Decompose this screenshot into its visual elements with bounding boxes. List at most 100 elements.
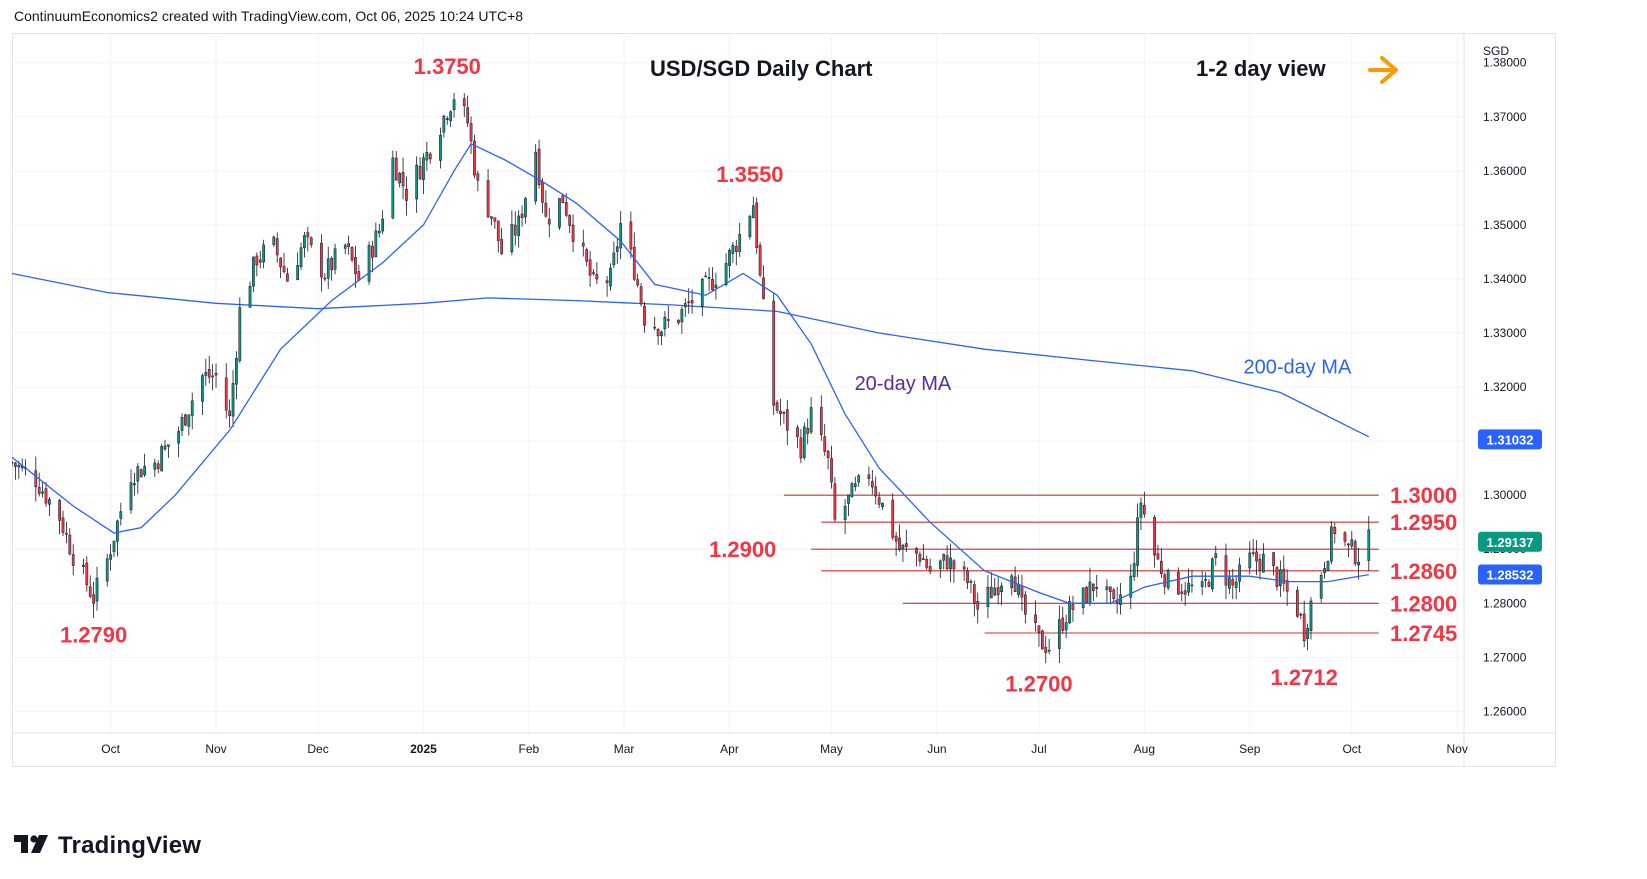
candle-body	[211, 375, 214, 378]
candle-body	[945, 555, 949, 570]
candle-body	[153, 462, 157, 470]
candle-body	[707, 277, 711, 279]
candle-body	[833, 483, 837, 520]
ma20-line	[12, 142, 1369, 604]
candle-body	[819, 407, 823, 435]
candle-body	[1302, 613, 1306, 642]
candle-body	[1040, 630, 1044, 650]
candle-body	[139, 469, 143, 478]
price-tick-label: 1.32000	[1483, 380, 1527, 394]
candle-body	[401, 171, 405, 187]
price-tick-label: 1.28000	[1483, 596, 1527, 610]
candle-body	[568, 215, 572, 226]
candle-body	[309, 237, 313, 245]
candle-body	[1136, 517, 1139, 566]
candle-body	[357, 271, 361, 281]
candle-body	[405, 188, 408, 201]
chart-frame	[12, 33, 1556, 767]
candle-body	[496, 220, 500, 241]
candle-body	[224, 377, 228, 411]
candle-body	[609, 267, 612, 287]
price-tick-label: 1.38000	[1483, 56, 1527, 70]
candle-body	[214, 372, 218, 376]
level-label-1.2800: 1.2800	[1390, 591, 1457, 616]
candle-body	[1330, 526, 1333, 562]
candle-body	[619, 223, 623, 249]
candle-body	[857, 475, 861, 483]
candle-body	[34, 470, 38, 488]
candle-body	[1000, 585, 1003, 593]
ma-label-20: 20-day MA	[855, 373, 952, 395]
time-tick-label: Oct	[101, 742, 120, 756]
candle-body	[993, 587, 997, 596]
candle-body	[445, 118, 449, 121]
candle-body	[296, 265, 299, 281]
candle-body	[1109, 586, 1112, 592]
candle-body	[683, 303, 687, 308]
candle-body	[500, 239, 504, 254]
candle-body	[881, 502, 884, 507]
candle-body	[258, 259, 262, 263]
candle-body	[469, 123, 473, 142]
candle-body	[490, 216, 493, 219]
level-label-1.2745: 1.2745	[1390, 621, 1457, 646]
candle-body	[653, 326, 657, 329]
annotation-1.2712: 1.2712	[1271, 665, 1338, 690]
candle-body	[826, 450, 830, 459]
candle-body	[1013, 576, 1017, 592]
candle-body	[228, 410, 231, 417]
candle-body	[1343, 532, 1347, 542]
level-lines	[783, 494, 1379, 634]
candle-body	[1262, 553, 1265, 573]
candle-body	[1160, 560, 1163, 574]
candle-body	[422, 157, 425, 181]
candle-body	[1326, 560, 1330, 571]
price-chart[interactable]: 1.260001.270001.280001.290001.300001.310…	[12, 33, 1556, 767]
candle-body	[12, 462, 14, 464]
candle-body	[418, 166, 422, 180]
candle-body	[976, 601, 980, 610]
candle-body	[1156, 553, 1160, 560]
candle-body	[904, 543, 908, 547]
candle-body	[1023, 594, 1027, 615]
tradingview-logo[interactable]: TradingView	[14, 832, 201, 860]
time-tick-label: Sep	[1239, 742, 1261, 756]
candle-body	[547, 219, 551, 225]
candle-body	[1057, 619, 1061, 649]
candle-body	[758, 245, 762, 276]
candle-body	[1200, 581, 1204, 587]
candle-body	[48, 499, 51, 505]
candle-body	[1132, 563, 1136, 578]
candle-body	[1037, 625, 1041, 633]
price-tick-label: 1.34000	[1483, 272, 1527, 286]
candle-body	[116, 520, 119, 542]
brand-name: TradingView	[58, 832, 202, 859]
candle-body	[1061, 617, 1065, 631]
candle-body	[248, 285, 252, 308]
candle-body	[1234, 581, 1238, 589]
candle-body	[558, 198, 561, 228]
level-label-1.2860: 1.2860	[1390, 559, 1457, 584]
candle-body	[1228, 577, 1231, 589]
candle-body	[326, 258, 330, 279]
candle-body	[867, 474, 871, 479]
grid	[12, 33, 1464, 733]
time-tick-label: May	[820, 742, 843, 756]
candle-body	[762, 277, 765, 299]
candle-body	[1367, 529, 1371, 561]
candle-body	[731, 244, 735, 254]
candle-body	[68, 534, 72, 555]
candle-body	[473, 140, 476, 176]
candle-body	[1204, 579, 1207, 581]
candle-body	[1214, 553, 1218, 559]
candle-body	[279, 257, 282, 268]
candle-body	[1255, 551, 1258, 562]
candle-body	[728, 250, 731, 266]
candle-body	[330, 258, 333, 271]
candle-body	[612, 252, 616, 266]
candle-body	[1296, 589, 1299, 617]
candle-body	[65, 532, 68, 535]
candle-body	[541, 181, 544, 203]
candle-body	[966, 570, 969, 583]
candle-body	[605, 280, 609, 283]
